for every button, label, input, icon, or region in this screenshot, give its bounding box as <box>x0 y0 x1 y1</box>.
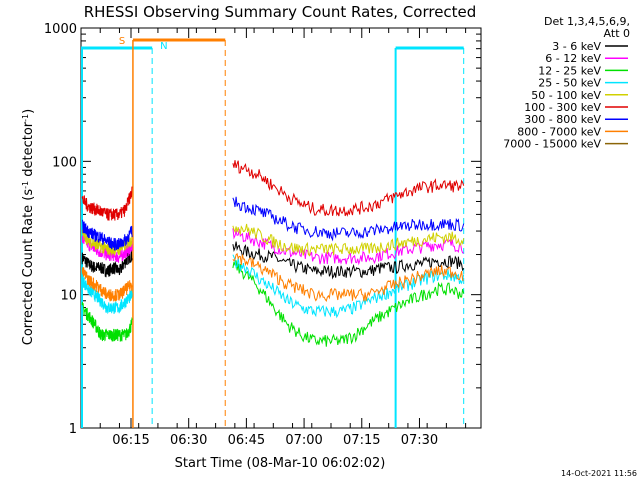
y-axis-label: Corrected Count Rate (s-1 detector-1) <box>21 109 37 345</box>
x-tick-label: 06:15 <box>112 433 149 448</box>
y-tick-label: 100 <box>52 155 77 170</box>
series-line-3-pre <box>81 274 133 315</box>
series-line-0-pre <box>81 249 133 278</box>
night-label: N <box>160 41 167 52</box>
saa-label: S <box>119 36 125 47</box>
legend-label: 800 - 7000 keV <box>517 125 601 138</box>
series-line-2-pre <box>81 302 133 342</box>
x-tick-label: 07:15 <box>343 433 380 448</box>
series-line-3-post <box>232 254 465 319</box>
x-tick-label: 06:30 <box>170 433 207 448</box>
series-line-1-post <box>232 228 464 266</box>
legend-label: 50 - 100 keV <box>531 89 601 102</box>
y-axis-label-sup1: -1 <box>21 181 30 189</box>
series-line-2-post <box>232 260 465 347</box>
series-line-7-pre <box>81 267 133 302</box>
legend-label: 12 - 25 keV <box>538 64 601 77</box>
series-line-0-post <box>232 241 465 280</box>
legend-label: 25 - 50 keV <box>538 77 601 90</box>
x-tick-label: 07:30 <box>401 433 438 448</box>
x-axis-label: Start Time (08-Mar-10 06:02:02) <box>175 456 386 471</box>
series-line-6-pre <box>82 219 133 251</box>
legend-label: 100 - 300 keV <box>524 101 601 114</box>
y-axis-label-end: ) <box>21 109 36 114</box>
x-tick-label: 06:45 <box>228 433 265 448</box>
series-line-4-post <box>232 223 465 257</box>
legend-header-2: Att 0 <box>604 27 630 40</box>
legend-label: 3 - 6 keV <box>552 40 601 53</box>
legend-label: 300 - 800 keV <box>524 113 601 126</box>
chart-title: RHESSI Observing Summary Count Rates, Co… <box>84 3 477 21</box>
y-tick-label: 1 <box>69 422 77 437</box>
series-line-1-pre <box>81 234 133 263</box>
legend-label: 6 - 12 keV <box>545 52 601 65</box>
x-tick-label: 07:00 <box>285 433 322 448</box>
y-tick-label: 10 <box>60 289 77 304</box>
series-line-7-post <box>232 252 464 303</box>
y-axis-label-mid: detector <box>21 121 36 181</box>
series-line-5-pre <box>81 186 133 221</box>
plot-area: 1 10 100 1000 06:15 06:30 06:45 07:00 07:15 07:30… <box>44 22 482 448</box>
series-line-5-post <box>232 160 465 217</box>
legend-header-1: Det 1,3,4,5,6,9, <box>544 15 630 28</box>
legend-label: 7000 - 15000 keV <box>503 138 601 151</box>
y-axis-label-main: Corrected Count Rate (s <box>21 189 36 346</box>
y-tick-label: 1000 <box>44 22 77 37</box>
y-axis-label-sup2: -1 <box>21 114 30 122</box>
series-line-6-post <box>232 196 465 242</box>
footer-date: 14-Oct-2021 11:56 <box>561 469 637 478</box>
